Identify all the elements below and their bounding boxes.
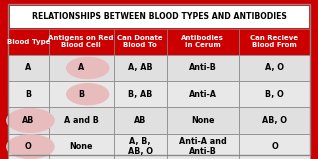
- Text: B: B: [78, 90, 84, 99]
- Bar: [8, 81, 49, 107]
- Text: RELATIONSHIPS BETWEEN BLOOD TYPES AND ANTIBODIES: RELATIONSHIPS BETWEEN BLOOD TYPES AND AN…: [31, 12, 287, 21]
- Circle shape: [7, 109, 54, 132]
- Bar: [114, 55, 167, 81]
- Bar: [49, 29, 114, 55]
- Bar: [167, 134, 239, 159]
- Text: B, O: B, O: [265, 90, 284, 99]
- Text: Anti-A and
Anti-B: Anti-A and Anti-B: [179, 137, 227, 156]
- Text: A, B,
AB, O: A, B, AB, O: [128, 137, 153, 156]
- Bar: [8, 29, 49, 55]
- Text: A, AB: A, AB: [128, 63, 152, 73]
- Text: Blood Type: Blood Type: [7, 39, 50, 45]
- Bar: [239, 55, 310, 81]
- Bar: [49, 107, 114, 134]
- Text: Anti-B: Anti-B: [189, 63, 217, 73]
- Bar: [239, 134, 310, 159]
- Text: B: B: [25, 90, 31, 99]
- Bar: [49, 134, 114, 159]
- Circle shape: [67, 57, 109, 79]
- Circle shape: [67, 84, 109, 105]
- Bar: [167, 29, 239, 55]
- Bar: [167, 107, 239, 134]
- Text: None: None: [69, 142, 93, 151]
- Text: A: A: [78, 63, 84, 73]
- Bar: [114, 134, 167, 159]
- Bar: [49, 81, 114, 107]
- Bar: [167, 55, 239, 81]
- Text: A, O: A, O: [265, 63, 284, 73]
- Text: AB, O: AB, O: [262, 116, 287, 125]
- Bar: [8, 4, 310, 29]
- Bar: [239, 29, 310, 55]
- Bar: [114, 107, 167, 134]
- Text: O: O: [25, 142, 32, 151]
- Text: A: A: [25, 63, 31, 73]
- Bar: [8, 55, 49, 81]
- Bar: [114, 81, 167, 107]
- Circle shape: [7, 135, 54, 159]
- Text: Antibodies
in Cerum: Antibodies in Cerum: [181, 35, 224, 48]
- Text: AB: AB: [134, 116, 146, 125]
- Bar: [8, 107, 49, 134]
- Bar: [8, 134, 49, 159]
- Text: AB: AB: [22, 116, 35, 125]
- Text: None: None: [191, 116, 215, 125]
- Text: B, AB: B, AB: [128, 90, 152, 99]
- Text: Antigens on Red
Blood Cell: Antigens on Red Blood Cell: [48, 35, 114, 48]
- Bar: [239, 107, 310, 134]
- Bar: [114, 29, 167, 55]
- Bar: [49, 55, 114, 81]
- Text: Can Donate
Blood To: Can Donate Blood To: [117, 35, 163, 48]
- Text: A and B: A and B: [64, 116, 99, 125]
- Text: Can Recieve
Blood From: Can Recieve Blood From: [251, 35, 299, 48]
- Text: O: O: [271, 142, 278, 151]
- Text: Anti-A: Anti-A: [189, 90, 217, 99]
- Bar: [239, 81, 310, 107]
- Bar: [167, 81, 239, 107]
